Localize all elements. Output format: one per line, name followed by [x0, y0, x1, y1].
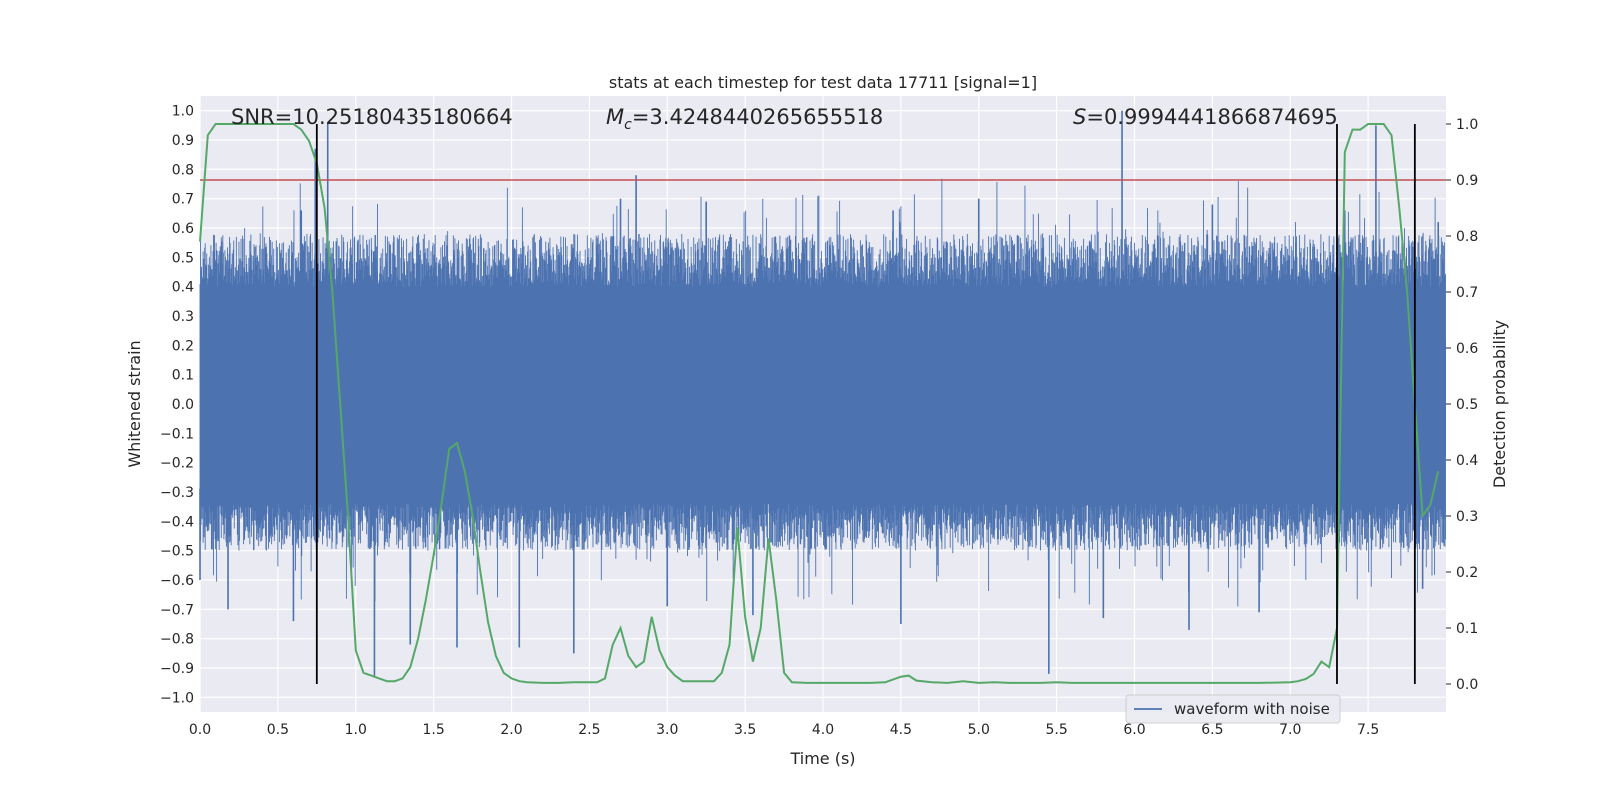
y2-tick-label: 0.8	[1456, 229, 1478, 245]
y-tick-label: −0.9	[160, 661, 194, 677]
y-tick-label: −0.2	[160, 456, 194, 472]
legend: waveform with noise	[1125, 694, 1341, 724]
y-tick-label: 0.0	[172, 397, 194, 413]
y-tick-label: −0.4	[160, 514, 194, 530]
y-tick-label: −0.3	[160, 485, 194, 501]
waveform-series	[199, 110, 1446, 677]
y-tick-label: 0.1	[172, 368, 194, 384]
y2-tick-label: 0.4	[1456, 453, 1478, 469]
y-tick-label: 0.3	[172, 309, 194, 325]
vertical-markers	[315, 124, 1416, 684]
x-tick-label: 0.5	[267, 722, 289, 738]
x-tick-label: 4.5	[890, 722, 912, 738]
y-tick-label: −0.1	[160, 426, 194, 442]
x-axis-ticks: 0.0 0.5 1.0 1.5 2.0 2.5 3.0 3.5 4.0 4.5 5.0 5.5 6.0 6…	[189, 722, 1379, 738]
y2-tick-label: 0.2	[1456, 565, 1478, 581]
y-tick-label: 0.5	[172, 250, 194, 266]
x-axis-label: Time (s)	[789, 749, 855, 768]
x-tick-label: 6.5	[1201, 722, 1223, 738]
legend-label: waveform with noise	[1174, 700, 1330, 718]
x-tick-label: 6.0	[1123, 722, 1145, 738]
x-tick-label: 4.0	[812, 722, 834, 738]
y-tick-label: 1.0	[172, 104, 194, 120]
y2-tick-label: 0.0	[1456, 677, 1478, 693]
snr-annotation: SNR=10.25180435180664	[231, 105, 513, 129]
mc-subscript: c	[624, 117, 632, 133]
s-symbol: S	[1073, 105, 1086, 129]
y2-tick-label: 0.7	[1456, 285, 1478, 301]
y2-tick-label: 0.3	[1456, 509, 1478, 525]
y-tick-label: −1.0	[160, 690, 194, 706]
x-tick-label: 2.5	[578, 722, 600, 738]
x-tick-label: 7.0	[1279, 722, 1301, 738]
x-tick-label: 5.5	[1045, 722, 1067, 738]
y-axis-ticks: 1.0 0.9 0.8 0.7 0.6 0.5 0.4 0.3 0.2 0.1 0.0 −0.1 −0.…	[160, 104, 194, 707]
mc-symbol: M	[606, 105, 624, 129]
y-tick-label: 0.8	[172, 162, 194, 178]
mc-value: =3.4248440265655518	[632, 105, 883, 129]
x-tick-label: 0.0	[189, 722, 211, 738]
y-tick-label: 0.4	[172, 280, 194, 296]
y2-tick-label: 1.0	[1456, 117, 1478, 133]
x-tick-label: 2.0	[500, 722, 522, 738]
x-tick-label: 1.0	[345, 722, 367, 738]
y-tick-label: −0.8	[160, 632, 194, 648]
legend-box	[1125, 694, 1341, 724]
x-tick-label: 5.0	[968, 722, 990, 738]
y2-tick-label: 0.9	[1456, 173, 1478, 189]
s-value: =0.9994441866874695	[1086, 105, 1337, 129]
probability-line	[199, 123, 1440, 684]
y2-axis-ticks: 1.0 0.9 0.8 0.7 0.6 0.5 0.4 0.3 0.2 0.1 0.0	[1446, 117, 1478, 693]
y-tick-label: 0.7	[172, 192, 194, 208]
x-tick-label: 3.0	[656, 722, 678, 738]
x-tick-label: 7.5	[1357, 722, 1379, 738]
y2-tick-label: 0.1	[1456, 621, 1478, 637]
y-axis-label: Whitened strain	[125, 340, 144, 467]
y2-tick-label: 0.5	[1456, 397, 1478, 413]
y2-axis-label: Detection probability	[1490, 320, 1509, 488]
mc-annotation: Mc=3.4248440265655518	[606, 105, 883, 133]
y-tick-label: 0.2	[172, 338, 194, 354]
y-tick-label: 0.9	[172, 133, 194, 149]
y-tick-label: 0.6	[172, 221, 194, 237]
probability-series	[199, 123, 1440, 684]
y-tick-label: −0.7	[160, 602, 194, 618]
x-tick-label: 3.5	[734, 722, 756, 738]
chart-title: stats at each timestep for test data 177…	[609, 73, 1037, 92]
x-tick-label: 1.5	[422, 722, 444, 738]
y-tick-label: −0.5	[160, 544, 194, 560]
waveform-core	[200, 339, 1446, 457]
y-tick-label: −0.6	[160, 573, 194, 589]
s-annotation: S=0.9994441866874695	[1073, 105, 1338, 129]
y2-tick-label: 0.6	[1456, 341, 1478, 357]
